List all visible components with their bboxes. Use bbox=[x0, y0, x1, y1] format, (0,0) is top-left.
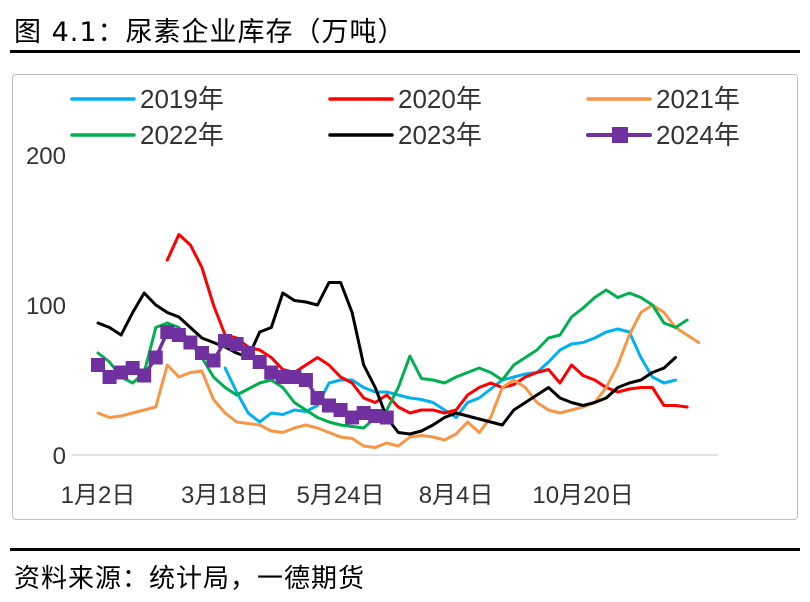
figure-title: 图 4.1：尿素企业库存（万吨） bbox=[14, 17, 406, 48]
data-point-2024 bbox=[356, 406, 371, 420]
legend-label-2023: 2023年 bbox=[398, 120, 482, 150]
legend-entry-2022: 2022年 bbox=[70, 120, 224, 150]
series-line-2022 bbox=[96, 288, 689, 430]
data-point-2024 bbox=[275, 370, 290, 384]
data-point-2024 bbox=[229, 337, 244, 351]
data-point-2024 bbox=[148, 350, 163, 365]
x-tick-label: 5月24日 bbox=[297, 482, 385, 509]
legend-entry-2021: 2021年 bbox=[586, 84, 740, 114]
series-2024 bbox=[91, 325, 394, 425]
data-point-2024 bbox=[333, 403, 348, 417]
data-point-2024 bbox=[102, 370, 117, 384]
data-point-2024 bbox=[160, 325, 175, 339]
data-point-2024 bbox=[171, 328, 186, 342]
data-point-2024 bbox=[264, 365, 279, 380]
x-tick-label: 8月4日 bbox=[419, 482, 494, 509]
data-point-2024 bbox=[298, 373, 313, 387]
source-note: 资料来源：统计局，一德期货 bbox=[14, 564, 366, 594]
series-2020 bbox=[165, 233, 689, 415]
data-point-2024 bbox=[252, 355, 267, 369]
chart-frame bbox=[12, 74, 798, 520]
data-point-2024 bbox=[114, 365, 129, 380]
data-point-2024 bbox=[368, 409, 383, 423]
x-tick-labels: 1月2日 3月18日 5月24日 8月4日 10月20日 bbox=[61, 482, 634, 509]
source-rule bbox=[10, 548, 800, 551]
data-point-2024 bbox=[194, 346, 209, 360]
legend-entry-2019: 2019年 bbox=[70, 84, 224, 114]
legend-label-2020: 2020年 bbox=[398, 84, 482, 114]
legend-label-2022: 2022年 bbox=[140, 120, 224, 150]
legend-label-2024: 2024年 bbox=[656, 120, 740, 150]
data-point-2024 bbox=[206, 353, 221, 368]
legend-label-2019: 2019年 bbox=[140, 84, 224, 114]
series-2021 bbox=[96, 303, 701, 449]
data-point-2024 bbox=[345, 410, 360, 425]
x-tick-label: 3月18日 bbox=[181, 482, 269, 509]
y-tick-label: 100 bbox=[26, 293, 66, 320]
x-tick-label: 1月2日 bbox=[61, 482, 136, 509]
legend-marker-2024 bbox=[612, 127, 628, 143]
data-point-2024 bbox=[218, 334, 233, 348]
data-point-2024 bbox=[322, 398, 336, 413]
y-tick-label: 0 bbox=[53, 443, 66, 470]
legend-entry-2023: 2023年 bbox=[328, 120, 482, 150]
data-point-2024 bbox=[379, 410, 394, 425]
title-rule bbox=[10, 50, 800, 53]
data-point-2024 bbox=[287, 370, 302, 384]
data-point-2024 bbox=[241, 346, 256, 360]
x-tick-label: 10月20日 bbox=[532, 482, 633, 509]
y-tick-labels: 0 100 200 bbox=[26, 143, 66, 470]
data-point-2024 bbox=[125, 361, 140, 375]
data-point-2024 bbox=[183, 335, 198, 350]
data-point-2024 bbox=[91, 358, 105, 372]
legend: 2019年 2020年 2021年 2022年 2023年 2024年 bbox=[70, 84, 740, 150]
series-2022 bbox=[96, 288, 689, 430]
legend-entry-2024: 2024年 bbox=[586, 120, 740, 150]
data-point-2024 bbox=[310, 391, 325, 405]
series-line-2021 bbox=[96, 303, 701, 449]
series-line-2020 bbox=[165, 233, 689, 415]
legend-entry-2020: 2020年 bbox=[328, 84, 482, 114]
y-tick-label: 200 bbox=[26, 143, 66, 170]
series-layer bbox=[91, 233, 701, 449]
legend-label-2021: 2021年 bbox=[656, 84, 740, 114]
data-point-2024 bbox=[137, 368, 152, 383]
